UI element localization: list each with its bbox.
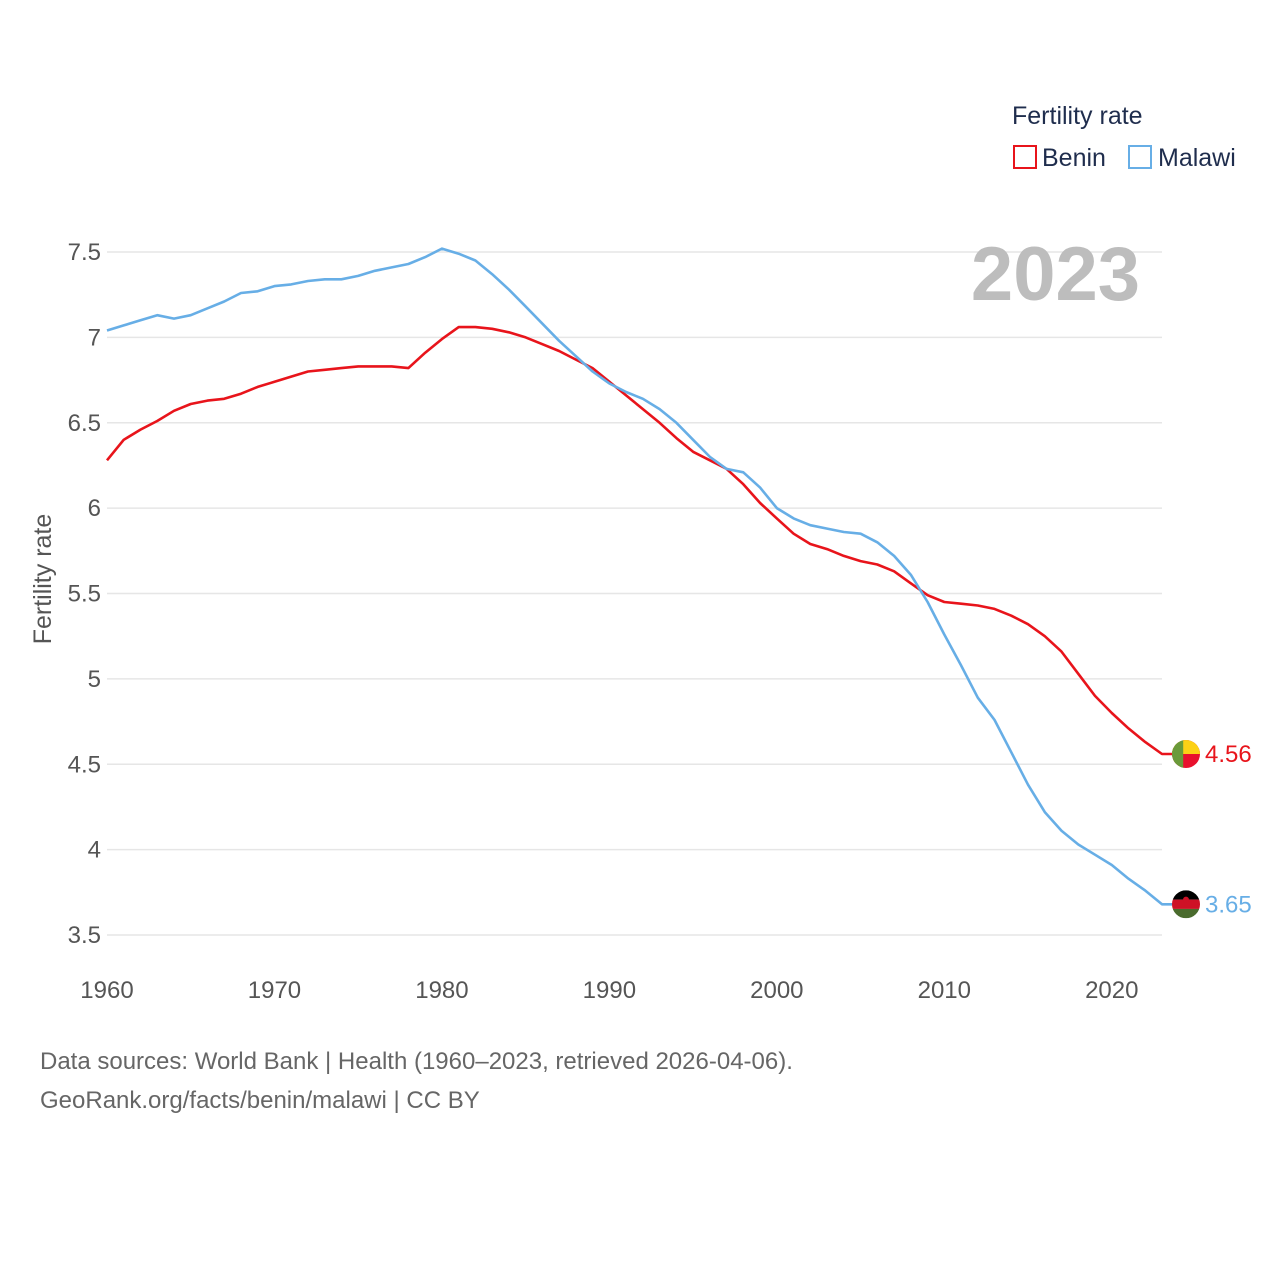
legend-title: Fertility rate: [1012, 102, 1143, 130]
x-tick-label: 2010: [918, 977, 971, 1004]
legend-label-benin: Benin: [1042, 144, 1106, 172]
y-tick-label: 5.5: [68, 581, 101, 608]
x-tick-label: 2020: [1085, 977, 1138, 1004]
y-tick-label: 7: [88, 324, 101, 351]
benin-flag-icon: [1172, 740, 1200, 769]
series-line-benin: [105, 325, 1186, 756]
x-tick-label: 1960: [80, 977, 133, 1004]
end-label-malawi: 3.65: [1205, 891, 1252, 918]
footer-sources: Data sources: World Bank | Health (1960–…: [40, 1048, 793, 1075]
series-end-markers: 4.56 3.65: [1172, 740, 1252, 918]
end-label-benin: 4.56: [1205, 741, 1252, 768]
x-axis-ticks: 1960 1970 1980 1990 2000 2010 2020: [80, 977, 1138, 1004]
legend-swatch-malawi: [1128, 145, 1152, 169]
legend-label-malawi: Malawi: [1158, 144, 1236, 172]
y-tick-label: 4.5: [68, 751, 101, 778]
malawi-flag-icon: [1172, 890, 1200, 919]
legend: Fertility rate Benin Malawi: [1012, 102, 1236, 172]
y-tick-label: 6: [88, 495, 101, 522]
footer: Data sources: World Bank | Health (1960–…: [40, 1048, 793, 1114]
series-line-malawi: [106, 247, 1186, 906]
x-tick-label: 1970: [248, 977, 301, 1004]
footer-credit: GeoRank.org/facts/benin/malawi | CC BY: [40, 1087, 480, 1114]
legend-swatch-benin: [1013, 145, 1037, 169]
x-tick-label: 1980: [415, 977, 468, 1004]
y-tick-label: 6.5: [68, 410, 101, 437]
x-tick-label: 1990: [583, 977, 636, 1004]
gridlines: [107, 251, 1162, 936]
x-tick-label: 2000: [750, 977, 803, 1004]
y-axis-label: Fertility rate: [29, 514, 57, 645]
y-axis-ticks: 7.5 7 6.5 6 5.5 5 4.5 4 3.5: [68, 239, 101, 949]
y-tick-label: 4: [88, 837, 101, 864]
y-tick-label: 3.5: [68, 922, 101, 949]
y-tick-label: 5: [88, 666, 101, 693]
series-lines: [105, 247, 1186, 906]
y-tick-label: 7.5: [68, 239, 101, 266]
year-label: 2023: [971, 232, 1140, 317]
